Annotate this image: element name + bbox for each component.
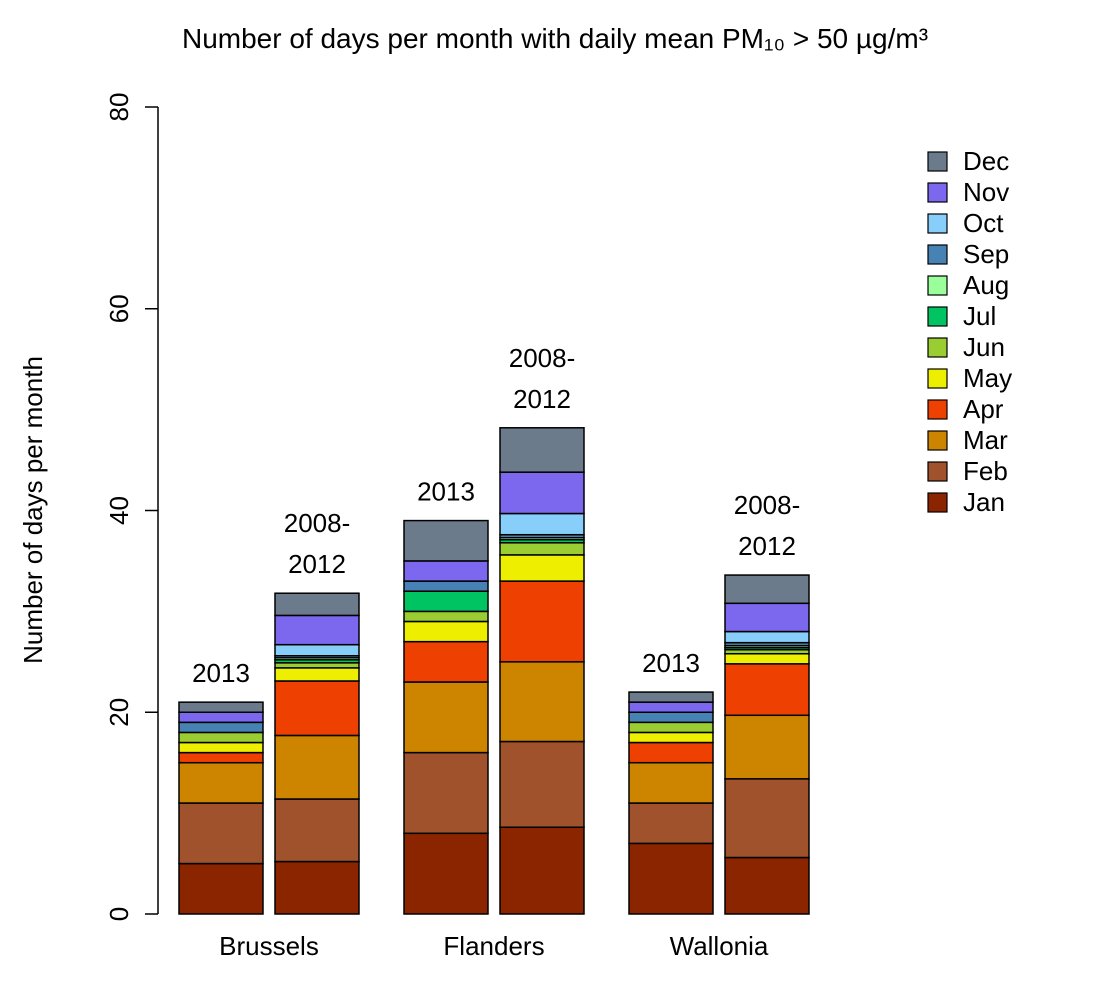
legend-swatch [927,213,948,234]
y-axis-label: Number of days per month [18,356,48,664]
bar-segment [724,630,810,644]
bar-segment [628,721,714,734]
legend-label: Jul [963,301,996,331]
bar-segment [178,802,264,865]
bar-segment [403,640,489,683]
bar-segment [178,701,264,713]
bar-segment [499,826,585,915]
bar-segment [274,667,360,682]
bar-label: 2008- [734,490,801,520]
bar-segment [178,731,264,744]
bar-segment [628,802,714,845]
bar-segment [724,778,810,859]
y-tick-label: 80 [104,93,134,122]
legend-label: Feb [963,456,1008,486]
bar-segment [724,856,810,915]
legend-swatch [927,306,948,327]
bar-segment [403,681,489,754]
bar-segment [403,560,489,582]
legend-label: Oct [963,208,1004,238]
bar-segment [499,554,585,582]
bar-segment [274,798,360,863]
legend-swatch [927,430,948,451]
bar-segment [403,751,489,835]
legend-swatch [927,368,948,389]
bar-segment [178,751,264,764]
legend-label: Jan [963,487,1005,517]
bar-segment [403,832,489,915]
bar-segment [274,614,360,646]
legend-swatch [927,492,948,513]
legend-label: Mar [963,425,1008,455]
legend-swatch [927,399,948,420]
bar-segment [628,761,714,804]
legend-swatch [927,244,948,265]
bar-label: 2013 [417,477,475,507]
bar-segment [724,574,810,605]
bar-segment [628,741,714,764]
bar-segment [178,862,264,915]
bar-segment [628,842,714,915]
legend-label: Jun [963,332,1005,362]
legend-label: Dec [963,146,1009,176]
bar-segment [628,691,714,703]
legend-label: Aug [963,270,1009,300]
bar-segment [403,620,489,643]
y-tick-label: 60 [104,294,134,323]
bar-segment [178,721,264,734]
bar-label: 2012 [288,549,346,579]
y-tick-label: 0 [104,907,134,921]
bar-segment [403,610,489,623]
bar-label: 2013 [642,648,700,678]
bar-segment [499,542,585,556]
bar-segment [499,512,585,536]
bar-segment [724,714,810,780]
bar-label: 2008- [284,508,351,538]
legend-swatch [927,337,948,358]
bar-label: 2012 [513,384,571,414]
bar-segment [499,740,585,828]
bar-segment [724,652,810,665]
bar-segment [274,662,360,669]
bar-label: 2012 [738,531,796,561]
bar-segment [274,860,360,915]
bar-segment [499,580,585,663]
y-tick-label: 20 [104,698,134,727]
x-tick-label: Flanders [443,931,544,961]
legend-label: Sep [963,239,1009,269]
bar-segment [403,519,489,562]
legend-swatch [927,461,948,482]
legend-swatch [927,151,948,172]
legend-label: Nov [963,177,1009,207]
legend-label: May [963,363,1012,393]
bar-segment [499,661,585,743]
bar-segment [499,471,585,515]
bar-segment [274,734,360,800]
bar-segment [628,731,714,744]
bar-segment [274,643,360,657]
bar-segment [628,711,714,724]
chart-title: Number of days per month with daily mean… [182,23,928,54]
x-tick-label: Wallonia [670,931,769,961]
bar-label: 2008- [509,343,576,373]
bar-segment [403,590,489,613]
bar-segment [274,680,360,737]
bar-segment [178,741,264,754]
legend-swatch [927,182,948,203]
bar-segment [628,701,714,713]
bar-segment [499,427,585,473]
bar-segment [724,663,810,717]
bar-segment [403,580,489,592]
bar-segment [178,711,264,724]
x-tick-label: Brussels [219,931,319,961]
bar-segment [178,761,264,804]
legend-swatch [927,275,948,296]
bar-label: 2013 [192,658,250,688]
y-tick-label: 40 [104,496,134,525]
bar-segment [274,592,360,617]
bar-segment [724,602,810,633]
legend-label: Apr [963,394,1004,424]
